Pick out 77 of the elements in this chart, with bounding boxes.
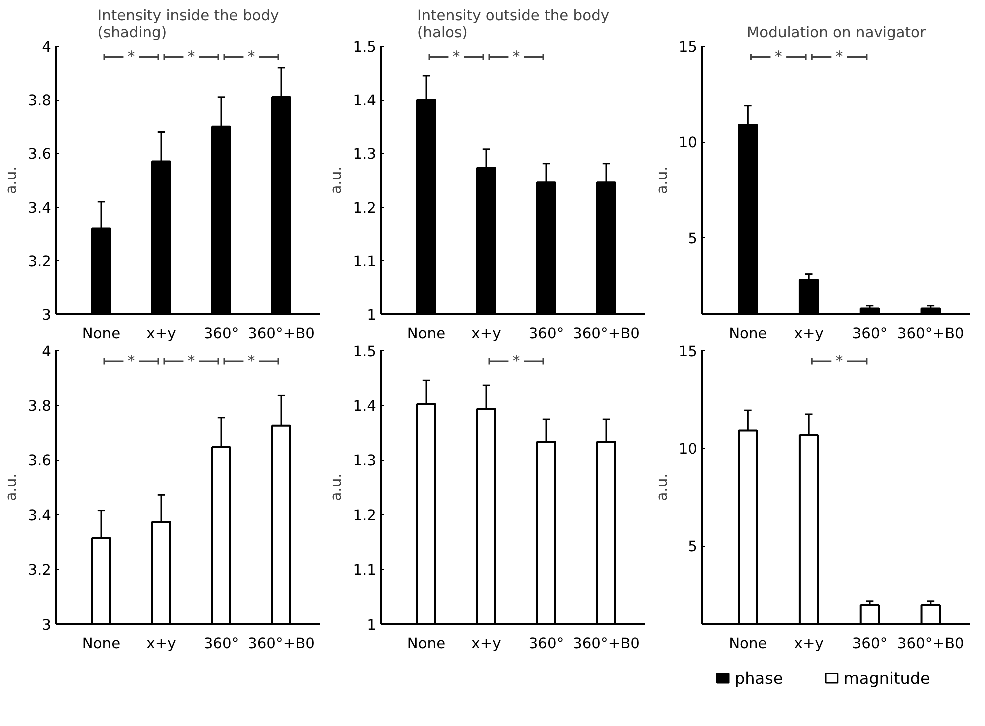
annotation: * <box>452 48 460 66</box>
annotation: * <box>128 48 136 66</box>
y-tick-label: 10 <box>678 440 698 458</box>
y-tick-label: 3.4 <box>28 507 52 524</box>
annotation: * <box>512 352 520 370</box>
x-tick-label: x+y <box>146 636 177 652</box>
x-tick-label: None <box>407 326 446 342</box>
x-tick-label: 360°+B0 <box>573 326 640 342</box>
x-tick-label: 360° <box>852 326 888 342</box>
x-tick-label: None <box>729 636 768 652</box>
y-tick-label: 4 <box>42 39 52 56</box>
x-tick-label: 360° <box>204 326 240 342</box>
y-tick-label: 3.6 <box>28 452 52 470</box>
y-axis-title: a.u. <box>328 474 346 502</box>
y-tick-label: 3.2 <box>28 562 52 580</box>
y-tick-label: 3 <box>42 307 52 324</box>
x-tick-label: None <box>729 326 768 342</box>
y-tick-label: 15 <box>678 344 698 360</box>
x-tick-label: x+y <box>794 636 824 652</box>
y-tick-label: 1 <box>367 617 377 634</box>
x-tick-label: None <box>82 636 121 652</box>
y-tick-label: 1.3 <box>353 452 377 470</box>
x-tick-label: 360°+B0 <box>248 636 315 652</box>
legend-label: phase <box>734 668 784 688</box>
x-tick-label: x+y <box>794 326 824 342</box>
y-tick-label: 3.8 <box>28 92 52 110</box>
y-tick-label: 1 <box>367 307 377 324</box>
y-tick-label: 1.2 <box>353 200 377 217</box>
y-tick-label: 10 <box>678 134 698 152</box>
x-tick-label: 360°+B0 <box>897 326 964 342</box>
y-axis-title: a.u. <box>328 166 346 194</box>
y-axis-title: a.u. <box>3 166 20 194</box>
chart-title: Modulation on navigator <box>747 24 927 42</box>
x-tick-label: 360°+B0 <box>248 326 315 342</box>
annotation: * <box>774 48 782 66</box>
x-tick-label: 360° <box>528 636 564 652</box>
x-tick-label: 360°+B0 <box>573 636 640 652</box>
y-tick-label: 1.4 <box>353 92 377 110</box>
y-tick-label: 5 <box>688 230 698 248</box>
annotation: * <box>512 48 520 66</box>
y-tick-label: 1.3 <box>353 146 377 164</box>
x-tick-label: None <box>407 636 446 652</box>
y-tick-label: 1.4 <box>353 398 377 415</box>
y-tick-label: 15 <box>678 39 698 56</box>
annotation: * <box>248 48 256 66</box>
text: magnitude <box>844 668 930 688</box>
y-tick-label: 1.1 <box>353 562 377 580</box>
y-tick-label: 3.8 <box>28 398 52 415</box>
annotation: * <box>128 352 136 370</box>
annotation: * <box>248 352 256 370</box>
y-tick-label: 1.1 <box>353 253 377 270</box>
x-tick-label: 360° <box>852 636 888 652</box>
x-tick-label: 360° <box>204 636 240 652</box>
y-axis-title: a.u. <box>654 474 671 502</box>
annotation: * <box>188 352 196 370</box>
x-tick-label: x+y <box>146 326 177 342</box>
y-axis-title: a.u. <box>3 474 20 502</box>
y-tick-label: 1.5 <box>353 39 377 56</box>
x-tick-label: 360° <box>528 326 564 342</box>
x-tick-label: x+y <box>472 636 502 652</box>
y-tick-label: 3.4 <box>28 200 52 217</box>
y-tick-label: 5 <box>688 538 698 556</box>
x-tick-label: x+y <box>472 326 502 342</box>
annotation: * <box>188 48 196 66</box>
y-tick-label: 3 <box>42 617 52 634</box>
chart-title: Intensity inside the body (shading) <box>98 8 280 42</box>
y-tick-label: 1.5 <box>353 344 377 360</box>
annotation: * <box>836 48 844 66</box>
y-tick-label: 3.6 <box>28 146 52 164</box>
annotation: * <box>836 352 844 370</box>
y-tick-label: 3.2 <box>28 253 52 270</box>
y-tick-label: 1.2 <box>353 507 377 524</box>
x-tick-label: None <box>82 326 121 342</box>
y-axis-title: a.u. <box>654 166 671 194</box>
x-tick-label: 360°+B0 <box>897 636 964 652</box>
y-tick-label: 4 <box>42 344 52 360</box>
chart-title: Intensity outside the body (halos) <box>417 8 610 42</box>
